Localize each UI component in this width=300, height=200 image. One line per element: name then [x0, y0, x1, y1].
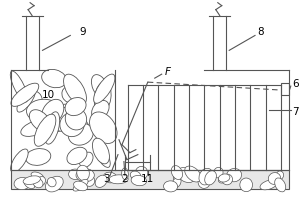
- Ellipse shape: [227, 168, 242, 182]
- Ellipse shape: [276, 171, 284, 180]
- Ellipse shape: [218, 176, 226, 183]
- Ellipse shape: [50, 107, 74, 131]
- Ellipse shape: [185, 166, 201, 182]
- Ellipse shape: [26, 149, 51, 165]
- Ellipse shape: [218, 174, 230, 182]
- Ellipse shape: [122, 168, 128, 180]
- Text: 7: 7: [292, 107, 298, 117]
- Ellipse shape: [69, 169, 82, 179]
- Ellipse shape: [11, 149, 28, 172]
- Ellipse shape: [14, 177, 30, 190]
- Ellipse shape: [21, 120, 50, 136]
- Ellipse shape: [95, 175, 107, 187]
- Ellipse shape: [42, 99, 64, 124]
- Ellipse shape: [172, 177, 181, 188]
- Ellipse shape: [268, 173, 280, 184]
- Ellipse shape: [22, 91, 42, 109]
- Ellipse shape: [36, 177, 46, 186]
- Text: 9: 9: [79, 27, 86, 37]
- Ellipse shape: [222, 174, 232, 185]
- Ellipse shape: [73, 179, 88, 191]
- Ellipse shape: [47, 178, 56, 187]
- Ellipse shape: [66, 110, 90, 135]
- Ellipse shape: [45, 176, 63, 192]
- Ellipse shape: [11, 83, 39, 106]
- Ellipse shape: [92, 75, 108, 98]
- Ellipse shape: [33, 178, 43, 188]
- Bar: [281, 83, 289, 95]
- Ellipse shape: [92, 100, 109, 119]
- Ellipse shape: [24, 179, 35, 189]
- Ellipse shape: [80, 152, 93, 168]
- Ellipse shape: [260, 180, 277, 190]
- Text: 10: 10: [42, 90, 55, 100]
- Ellipse shape: [45, 114, 67, 132]
- Text: 2: 2: [122, 174, 128, 184]
- Ellipse shape: [214, 167, 223, 178]
- Ellipse shape: [23, 176, 40, 184]
- Text: 3: 3: [103, 174, 110, 184]
- Ellipse shape: [10, 71, 28, 102]
- Ellipse shape: [65, 108, 87, 130]
- Ellipse shape: [90, 112, 117, 143]
- Ellipse shape: [130, 171, 141, 179]
- Text: F: F: [165, 67, 171, 77]
- Ellipse shape: [64, 74, 86, 105]
- Text: 11: 11: [141, 174, 154, 184]
- Ellipse shape: [94, 74, 115, 103]
- Text: 8: 8: [257, 27, 264, 37]
- Ellipse shape: [65, 98, 86, 116]
- Ellipse shape: [26, 99, 61, 123]
- Ellipse shape: [240, 178, 253, 192]
- Ellipse shape: [109, 175, 128, 184]
- Ellipse shape: [135, 166, 148, 179]
- Ellipse shape: [60, 112, 84, 137]
- Ellipse shape: [53, 104, 77, 127]
- Ellipse shape: [44, 112, 60, 144]
- Ellipse shape: [17, 89, 35, 112]
- Ellipse shape: [42, 69, 67, 88]
- Ellipse shape: [34, 114, 56, 146]
- Ellipse shape: [94, 82, 111, 113]
- Ellipse shape: [198, 175, 210, 188]
- Ellipse shape: [164, 181, 178, 192]
- Text: 6: 6: [292, 79, 298, 89]
- Ellipse shape: [77, 165, 89, 181]
- Ellipse shape: [62, 87, 76, 103]
- Ellipse shape: [76, 169, 94, 182]
- Ellipse shape: [29, 110, 51, 132]
- Ellipse shape: [171, 166, 183, 179]
- Ellipse shape: [173, 171, 186, 181]
- Ellipse shape: [199, 168, 213, 185]
- Ellipse shape: [67, 147, 87, 165]
- Bar: [11, 170, 289, 189]
- Ellipse shape: [177, 168, 195, 183]
- Ellipse shape: [92, 138, 110, 164]
- Ellipse shape: [31, 172, 44, 180]
- Ellipse shape: [103, 172, 117, 183]
- Ellipse shape: [94, 143, 110, 167]
- Ellipse shape: [131, 175, 147, 186]
- Ellipse shape: [68, 123, 93, 145]
- Ellipse shape: [205, 171, 216, 185]
- Ellipse shape: [84, 175, 95, 186]
- Ellipse shape: [275, 178, 286, 192]
- Ellipse shape: [74, 181, 88, 191]
